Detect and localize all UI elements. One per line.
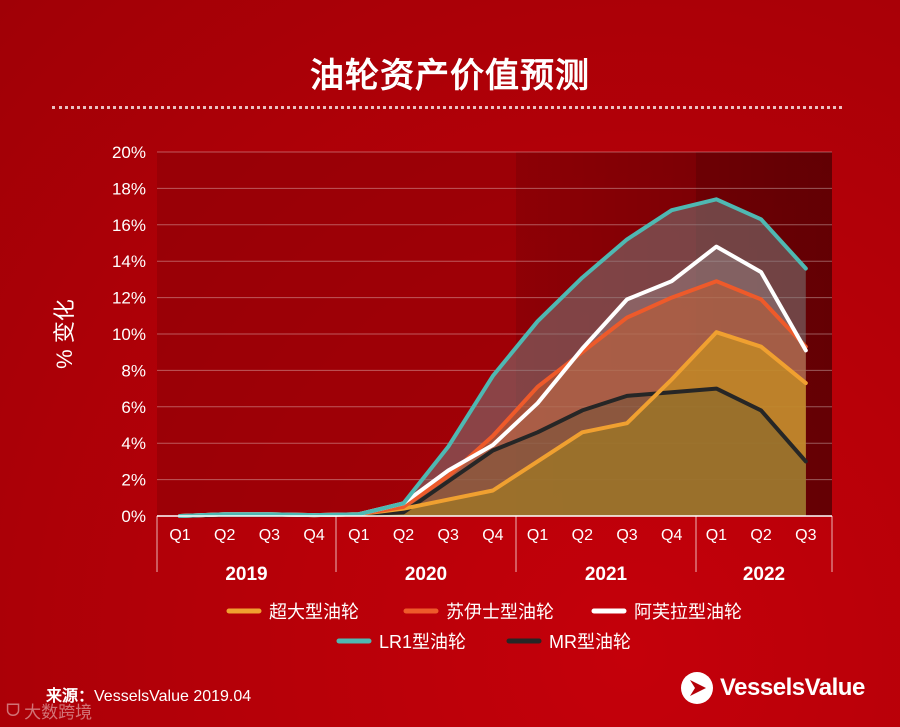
y-tick-label: 14% xyxy=(112,252,146,271)
x-tick-label: Q1 xyxy=(527,527,548,544)
y-tick-label: 8% xyxy=(121,361,146,380)
watermark: ᗜ 大数跨境 xyxy=(6,698,92,723)
x-tick-label: Q4 xyxy=(482,527,503,544)
x-tick-label: Q2 xyxy=(393,527,414,544)
y-tick-label: 16% xyxy=(112,216,146,235)
legend-label-vlcc: 超大型油轮 xyxy=(269,602,359,622)
legend-label-mr: MR型油轮 xyxy=(549,632,631,652)
y-tick-label: 6% xyxy=(121,398,146,417)
source-text: VesselsValue 2019.04 xyxy=(94,688,252,705)
y-axis-title: % 变化 xyxy=(52,299,77,369)
x-tick-label: Q1 xyxy=(348,527,369,544)
line-lr1 xyxy=(178,197,808,518)
legend-label-lr1: LR1型油轮 xyxy=(379,632,466,652)
watermark-icon: ᗜ xyxy=(6,700,21,720)
year-label: 2020 xyxy=(405,564,447,585)
year-label: 2022 xyxy=(743,564,785,585)
year-label: 2021 xyxy=(585,564,628,585)
x-tick-label: Q3 xyxy=(795,527,816,544)
x-tick-label: Q4 xyxy=(303,527,324,544)
year-label: 2019 xyxy=(225,564,267,585)
x-tick-label: Q2 xyxy=(214,527,235,544)
legend-label-suezmax: 苏伊士型油轮 xyxy=(446,602,554,622)
x-tick-label: Q3 xyxy=(616,527,637,544)
y-tick-label: 2% xyxy=(121,471,146,490)
area-vlcc xyxy=(180,332,806,516)
source-note: 来源：VesselsValue 2019.04 xyxy=(46,682,251,706)
source-label: 来源： xyxy=(46,688,95,705)
brand-logo: VesselsValue xyxy=(680,668,865,708)
x-tick-label: Q2 xyxy=(572,527,593,544)
watermark-text: 大数跨境 xyxy=(24,703,93,722)
title-divider xyxy=(52,106,842,109)
y-tick-label: 0% xyxy=(121,507,146,526)
x-tick-label: Q1 xyxy=(706,527,727,544)
vesselsvalue-logo-icon xyxy=(681,672,713,704)
legend-label-aframax: 阿芙拉型油轮 xyxy=(634,602,742,622)
y-tick-label: 18% xyxy=(112,179,146,198)
x-tick-label: Q1 xyxy=(169,527,190,544)
chart-title: 油轮资产价值预测 xyxy=(310,57,590,95)
brand-name: VesselsValue xyxy=(720,674,865,701)
x-tick-label: Q3 xyxy=(438,527,459,544)
y-tick-label: 10% xyxy=(112,325,146,344)
x-tick-label: Q2 xyxy=(750,527,771,544)
x-tick-label: Q4 xyxy=(661,527,682,544)
y-tick-label: 12% xyxy=(112,289,146,308)
y-tick-label: 4% xyxy=(121,434,146,453)
x-tick-label: Q3 xyxy=(259,527,280,544)
y-tick-label: 20% xyxy=(112,143,146,162)
